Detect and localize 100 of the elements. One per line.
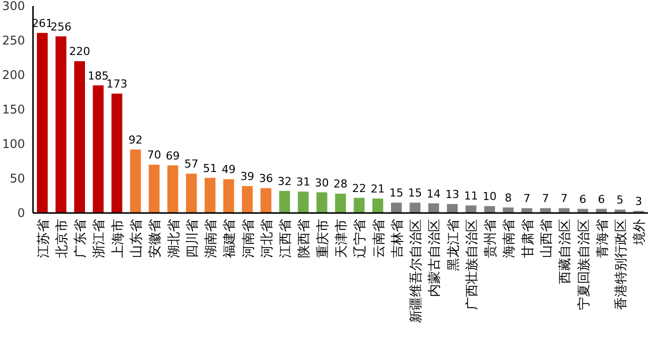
- x-tick-label: 山东省: [130, 219, 144, 258]
- y-tick-label: 100: [2, 137, 25, 151]
- bar: [260, 188, 272, 213]
- bar: [242, 186, 253, 213]
- bar: [484, 206, 495, 213]
- data-label: 6: [598, 192, 605, 206]
- data-label: 5: [616, 194, 624, 207]
- x-tick-label: 浙江省: [92, 219, 108, 258]
- bar: [428, 203, 440, 213]
- data-label: 3: [635, 194, 642, 208]
- data-label: 10: [482, 190, 497, 204]
- data-label: 49: [222, 163, 236, 176]
- data-label: 70: [147, 148, 162, 162]
- data-label: 36: [258, 172, 273, 186]
- x-tick-label: 内蒙古自治区: [428, 219, 443, 297]
- x-tick-label: 香港特别行政区: [614, 219, 630, 310]
- bar: [521, 208, 532, 213]
- data-label: 21: [370, 182, 385, 196]
- x-tick-label: 福建省: [222, 219, 238, 258]
- data-label: 185: [88, 69, 109, 82]
- x-tick-label: 境外: [632, 219, 648, 246]
- bar: [130, 150, 141, 213]
- bar: [466, 205, 476, 213]
- data-label: 39: [240, 170, 254, 184]
- x-tick-label: 辽宁省: [352, 219, 368, 258]
- data-label: 31: [296, 176, 310, 189]
- data-label: 256: [50, 20, 72, 34]
- bar: [92, 85, 104, 213]
- data-label: 8: [504, 191, 512, 204]
- data-label: 30: [314, 176, 329, 190]
- x-tick-label: 贵州省: [484, 219, 499, 258]
- bar: [446, 204, 458, 213]
- x-tick-label: 云南省: [372, 219, 387, 258]
- y-tick-label: 50: [10, 172, 25, 186]
- x-tick-label: 江苏省: [36, 219, 52, 258]
- bar: [391, 202, 402, 213]
- x-tick-label: 青海省: [595, 219, 610, 258]
- x-tick-label: 安徽省: [147, 219, 164, 258]
- data-label: 22: [352, 182, 366, 195]
- x-tick-label: 陕西省: [297, 219, 312, 258]
- x-tick-label: 新疆维吾尔自治区: [409, 219, 424, 323]
- data-label: 69: [166, 149, 180, 162]
- bar: [410, 202, 420, 213]
- data-label: 15: [389, 186, 404, 200]
- y-tick-label: 150: [2, 102, 25, 116]
- y-tick-label: 200: [2, 68, 25, 82]
- bar: [204, 178, 216, 213]
- data-label: 14: [426, 187, 441, 200]
- bar: [148, 164, 160, 213]
- bar: [354, 198, 365, 213]
- x-tick-label: 湖南省: [204, 219, 220, 258]
- x-tick-label: 湖北省: [166, 219, 182, 258]
- data-label: 6: [579, 192, 586, 206]
- bar: [558, 208, 570, 213]
- bar: [111, 94, 122, 213]
- bar: [223, 179, 234, 213]
- x-tick-label: 山西省: [540, 219, 554, 258]
- data-label: 7: [560, 192, 568, 206]
- x-tick-label: 北京市: [54, 219, 70, 258]
- data-label: 57: [184, 158, 198, 171]
- data-label: 220: [69, 45, 90, 58]
- x-tick-label: 海南省: [502, 219, 518, 258]
- x-tick-label: 广西壮族自治区: [464, 219, 480, 310]
- bar: [372, 198, 384, 213]
- x-tick-label: 上海市: [110, 219, 126, 258]
- y-tick-label: 300: [2, 0, 25, 13]
- data-label: 51: [203, 162, 218, 175]
- bar: [316, 192, 328, 213]
- x-tick-label: 广东省: [74, 219, 89, 258]
- data-label: 173: [106, 78, 128, 91]
- x-tick-label: 宁夏回族自治区: [576, 219, 592, 310]
- x-tick-label: 西藏自治区: [558, 219, 574, 284]
- y-tick-label: 0: [17, 206, 25, 220]
- data-label: 13: [445, 188, 460, 202]
- x-tick-label: 黑龙江省: [446, 219, 462, 271]
- x-tick-label: 四川省: [185, 219, 200, 258]
- bar: [335, 194, 346, 213]
- data-label: 7: [523, 192, 530, 206]
- x-tick-label: 河北省: [260, 219, 275, 258]
- x-tick-label: 吉林省: [390, 219, 406, 258]
- x-tick-label: 河南省: [241, 219, 256, 258]
- y-tick-label: 250: [2, 34, 25, 48]
- data-label: 28: [334, 178, 348, 191]
- bar: [540, 208, 551, 213]
- data-label: 15: [408, 186, 422, 200]
- x-tick-label: 重庆市: [316, 219, 331, 258]
- x-tick-label: 天津市: [334, 219, 350, 258]
- data-label: 7: [542, 192, 549, 206]
- x-tick-label: 江西省: [278, 219, 294, 258]
- bar: [298, 192, 309, 213]
- bar: [167, 165, 178, 213]
- bar: [74, 61, 85, 213]
- data-label: 11: [464, 189, 478, 202]
- bar: [186, 174, 197, 213]
- bar: [56, 36, 66, 213]
- bar: [36, 32, 48, 213]
- bar: [279, 190, 290, 213]
- x-tick-label: 甘肃省: [520, 219, 536, 258]
- data-label: 32: [278, 174, 292, 188]
- data-label: 92: [128, 134, 142, 147]
